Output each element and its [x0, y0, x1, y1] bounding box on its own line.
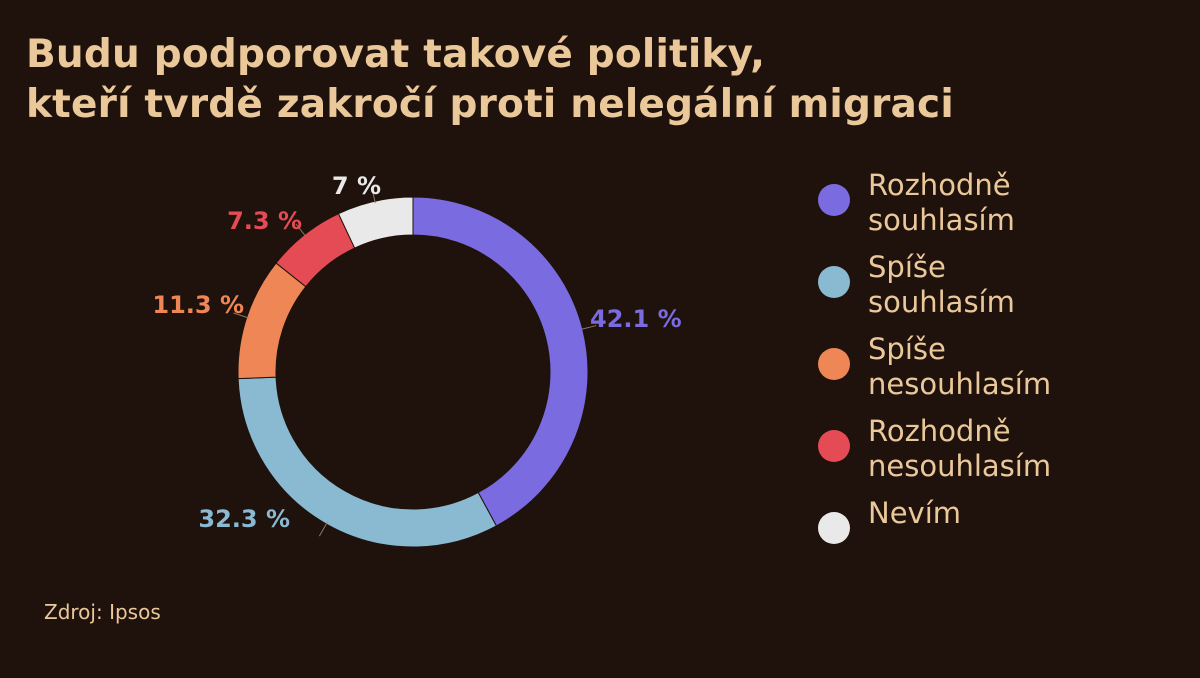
legend-swatch-spise-souhlasim	[818, 266, 850, 298]
data-label-spise-nesouhlasim: 11.3 %	[152, 291, 244, 319]
legend-item-nevim: Nevím	[818, 496, 1188, 544]
source-note: Zdroj: Ipsos	[44, 600, 161, 624]
legend-swatch-rozhodne-nesouhlasim	[818, 430, 850, 462]
donut-chart: 42.1 % 32.3 % 11.3 % 7.3 % 7 %	[152, 172, 682, 548]
chart-title-line-1: Budu podporovat takové politiky,	[26, 32, 766, 77]
donut-slice-nevim	[337, 196, 414, 249]
legend-label-spise-souhlasim: Spíše souhlasím	[868, 250, 1015, 319]
legend-swatch-nevim	[818, 512, 850, 544]
chart-title-line-2: kteří tvrdě zakročí proti nelegální migr…	[26, 82, 954, 127]
legend-item-spise-nesouhlasim: Spíše nesouhlasím	[818, 332, 1188, 402]
leader-line-spise-nesouhlasim	[233, 312, 249, 319]
data-label-spise-souhlasim: 32.3 %	[198, 505, 290, 533]
legend-label-nevim: Nevím	[868, 496, 962, 530]
leader-line-rozhodne-souhlasim	[580, 325, 597, 330]
leader-line-rozhodne-nesouhlasim	[295, 223, 307, 237]
legend-swatch-rozhodne-souhlasim	[818, 184, 850, 216]
legend-label-rozhodne-nesouhlasim: Rozhodně nesouhlasím	[868, 414, 1052, 483]
donut-slice-rozhodne-souhlasim	[412, 196, 589, 527]
legend: Rozhodně souhlasím Spíše souhlasím Spíše ne…	[818, 168, 1188, 556]
legend-item-spise-souhlasim: Spíše souhlasím	[818, 250, 1188, 320]
data-label-rozhodne-souhlasim: 42.1 %	[590, 305, 682, 333]
data-label-rozhodne-nesouhlasim: 7.3 %	[227, 207, 302, 235]
leader-line-spise-souhlasim	[318, 522, 328, 537]
data-label-nevim: 7 %	[332, 172, 381, 200]
donut-slice-spise-nesouhlasim	[237, 262, 307, 380]
legend-item-rozhodne-nesouhlasim: Rozhodně nesouhlasím	[818, 414, 1188, 484]
legend-label-spise-nesouhlasim: Spíše nesouhlasím	[868, 332, 1052, 401]
legend-item-rozhodne-souhlasim: Rozhodně souhlasím	[818, 168, 1188, 238]
legend-label-rozhodne-souhlasim: Rozhodně souhlasím	[868, 168, 1015, 237]
legend-swatch-spise-nesouhlasim	[818, 348, 850, 380]
leader-line-nevim	[371, 187, 376, 204]
chart-title: Budu podporovat takové politiky, kteří t…	[26, 30, 1186, 130]
